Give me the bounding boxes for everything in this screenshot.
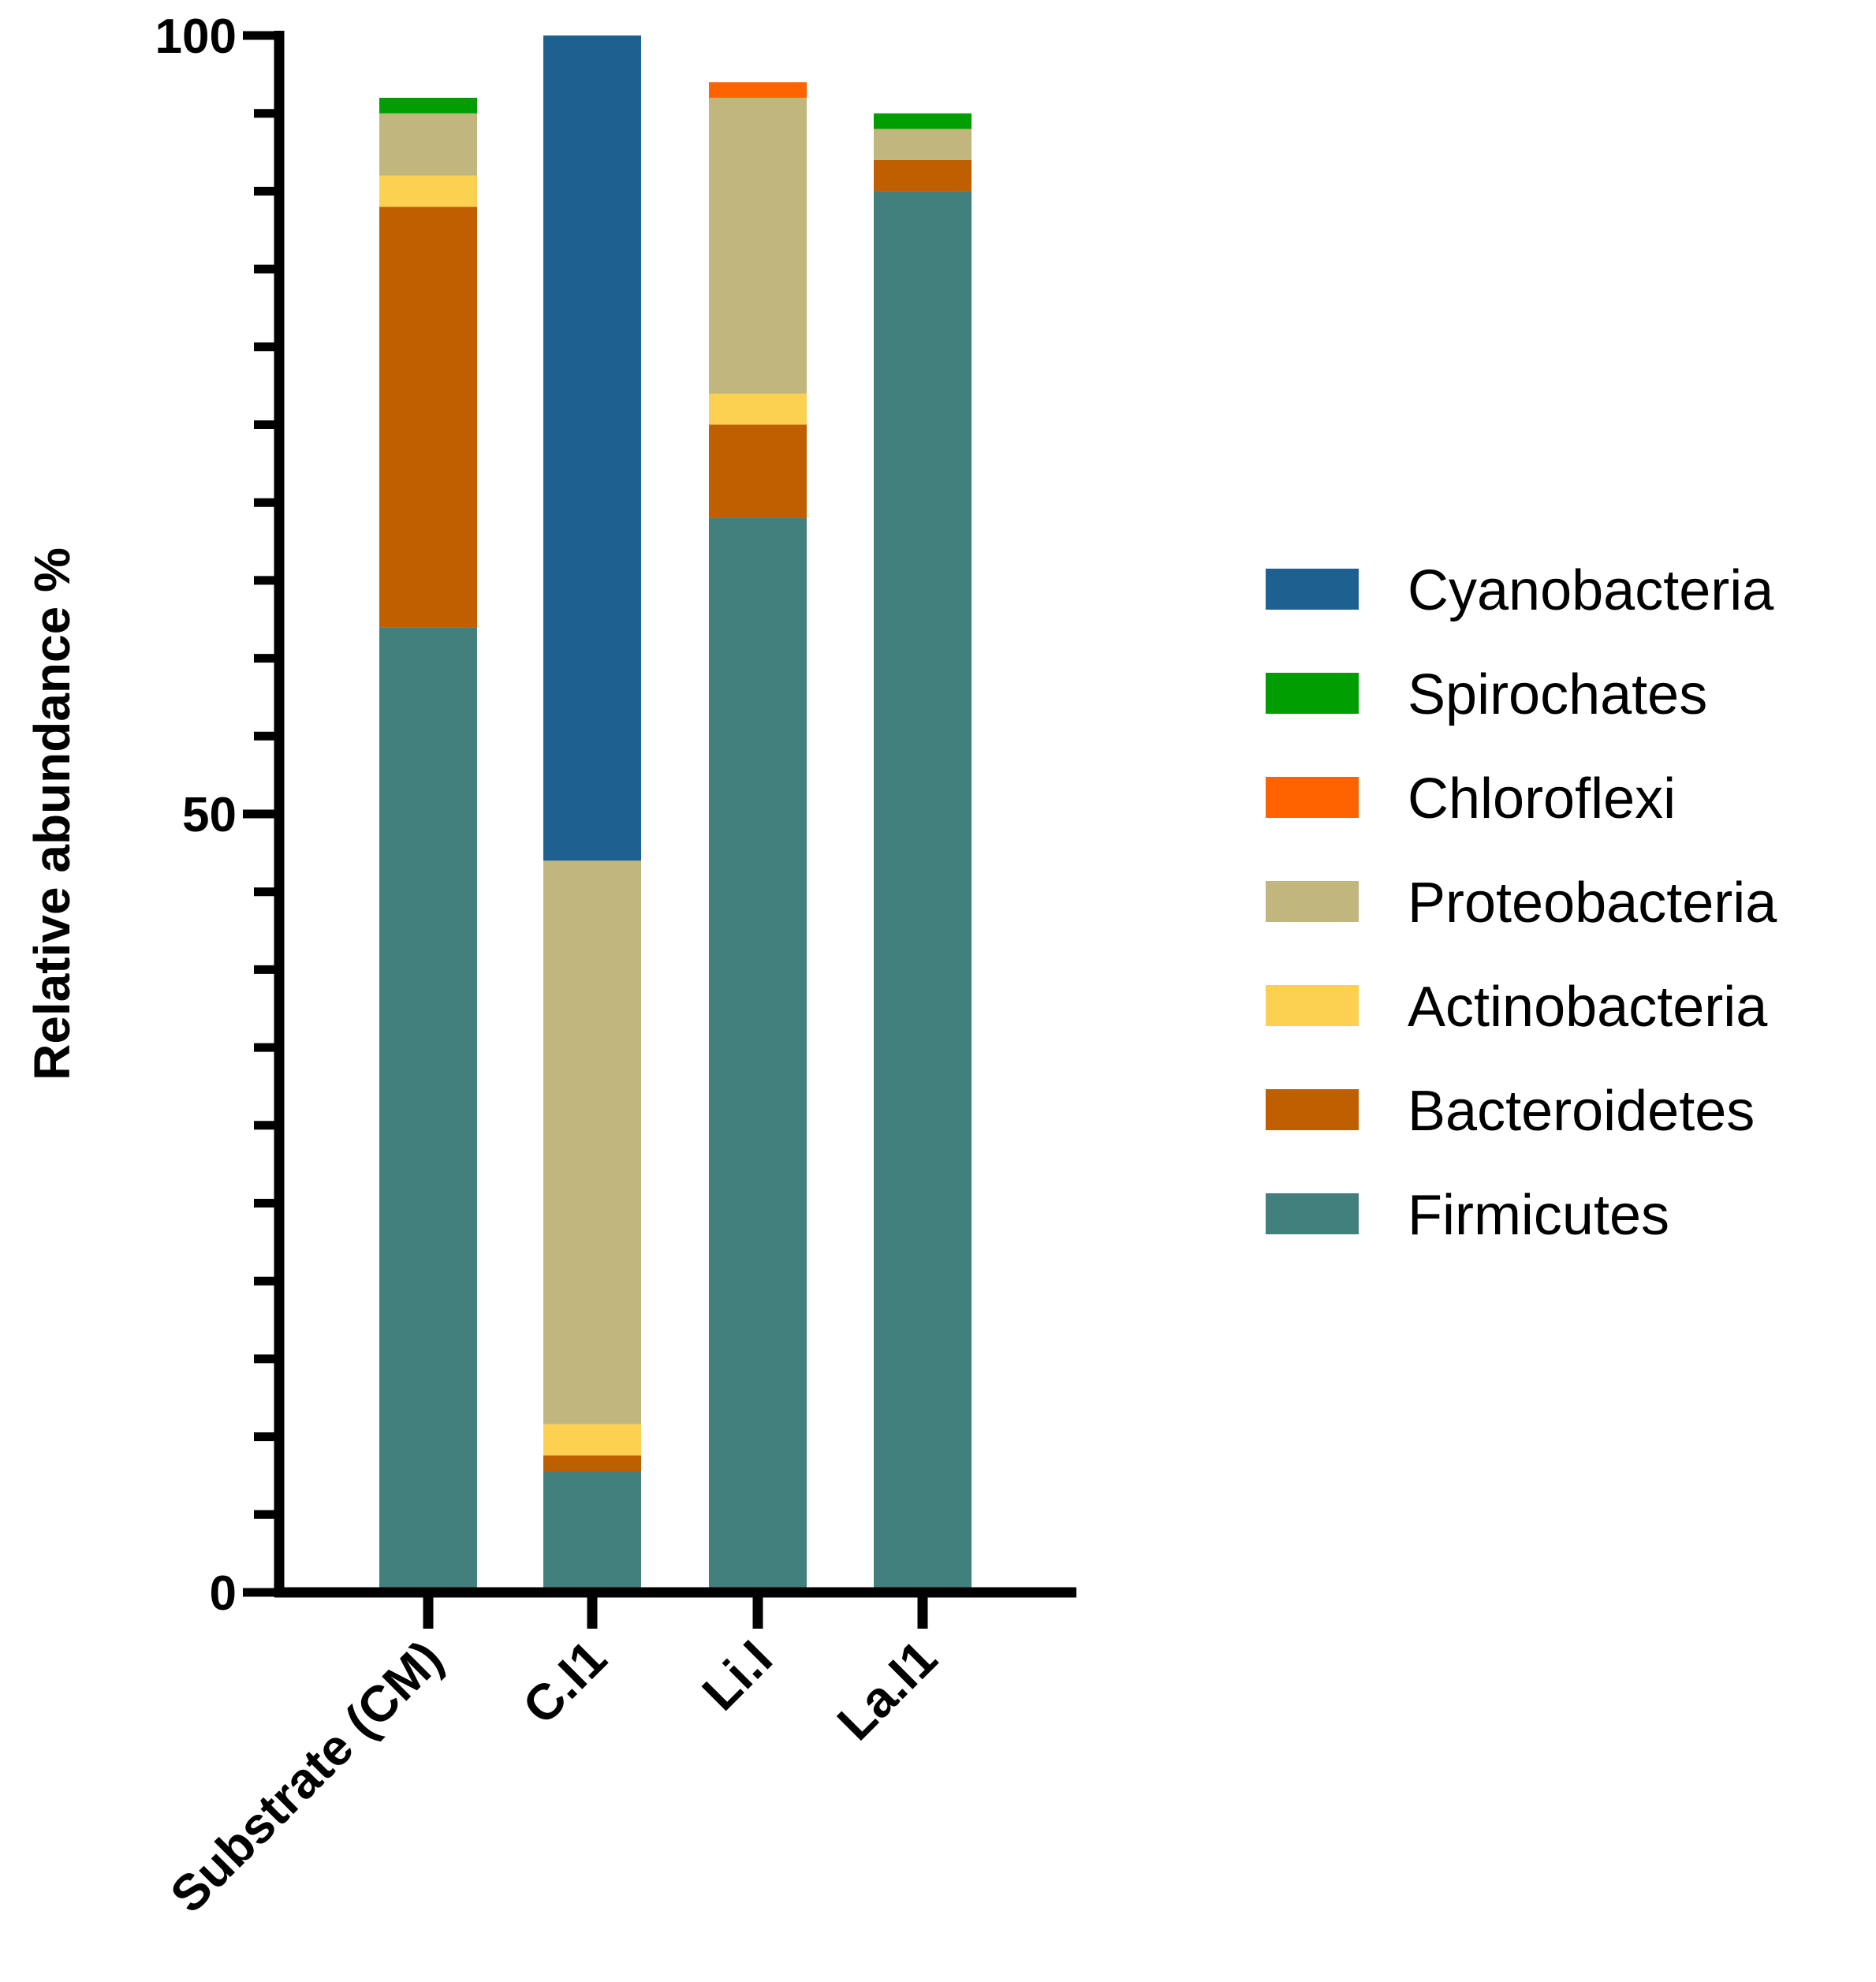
bar-segment-li-i-chloroflexi [709, 82, 807, 98]
bar-segment-c-i1-firmicutes [543, 1471, 641, 1592]
legend-label-actinobacteria: Actinobacteria [1408, 976, 1768, 1039]
bar-segment-la-i1-spirochates [874, 113, 972, 129]
bar-segment-li-i-firmicutes [709, 517, 807, 1593]
x-category-label-li-i: Li.I [692, 1629, 783, 1721]
x-category-label-c-i1: C.I1 [512, 1629, 617, 1735]
x-category-label-la-i1: La.I1 [826, 1629, 948, 1751]
y-tick-label: 50 [182, 788, 237, 842]
bar-segment-c-i1-actinobacteria [543, 1424, 641, 1456]
legend-label-proteobacteria: Proteobacteria [1408, 872, 1777, 935]
bar-segment-c-i1-proteobacteria [543, 860, 641, 1424]
legend: Cyanobacteria Spirochates Chloroflexi Prote… [1266, 559, 1777, 1247]
bar-segment-li-i-bacteroidetes [709, 424, 807, 518]
bar-segment-substrate-cm-actinobacteria [379, 175, 477, 207]
bar-segment-substrate-cm-spirochates [379, 97, 477, 114]
legend-swatch-proteobacteria [1266, 881, 1359, 922]
y-axis-title: Relative abundance % [24, 547, 80, 1081]
bar-segment-substrate-cm-proteobacteria [379, 113, 477, 176]
bar-segment-li-i-actinobacteria [709, 394, 807, 425]
bar-segment-li-i-proteobacteria [709, 97, 807, 394]
bar-segment-c-i1-bacteroidetes [543, 1455, 641, 1472]
y-tick-label: 100 [155, 9, 237, 64]
legend-swatch-chloroflexi [1266, 777, 1359, 818]
legend-label-bacteroidetes: Bacteroidetes [1408, 1080, 1755, 1143]
legend-swatch-bacteroidetes [1266, 1089, 1359, 1130]
bar-segment-la-i1-bacteroidetes [874, 159, 972, 192]
x-category-label-substrate-cm: Substrate (CM) [159, 1629, 453, 1924]
legend-swatch-spirochates [1266, 673, 1359, 714]
bar-segment-la-i1-firmicutes [874, 191, 972, 1592]
bars-layer [379, 35, 972, 1593]
legend-swatch-actinobacteria [1266, 985, 1359, 1026]
y-tick-label: 0 [210, 1566, 237, 1621]
bar-segment-c-i1-cyanobacteria [543, 35, 641, 861]
bar-segment-substrate-cm-firmicutes [379, 627, 477, 1592]
legend-label-chloroflexi: Chloroflexi [1408, 767, 1676, 830]
bar-segment-substrate-cm-bacteroidetes [379, 207, 477, 628]
legend-swatch-cyanobacteria [1266, 569, 1359, 610]
legend-label-spirochates: Spirochates [1408, 663, 1707, 726]
legend-label-firmicutes: Firmicutes [1408, 1184, 1669, 1247]
legend-label-cyanobacteria: Cyanobacteria [1408, 559, 1774, 622]
bar-segment-la-i1-proteobacteria [874, 129, 972, 160]
legend-swatch-firmicutes [1266, 1193, 1359, 1234]
